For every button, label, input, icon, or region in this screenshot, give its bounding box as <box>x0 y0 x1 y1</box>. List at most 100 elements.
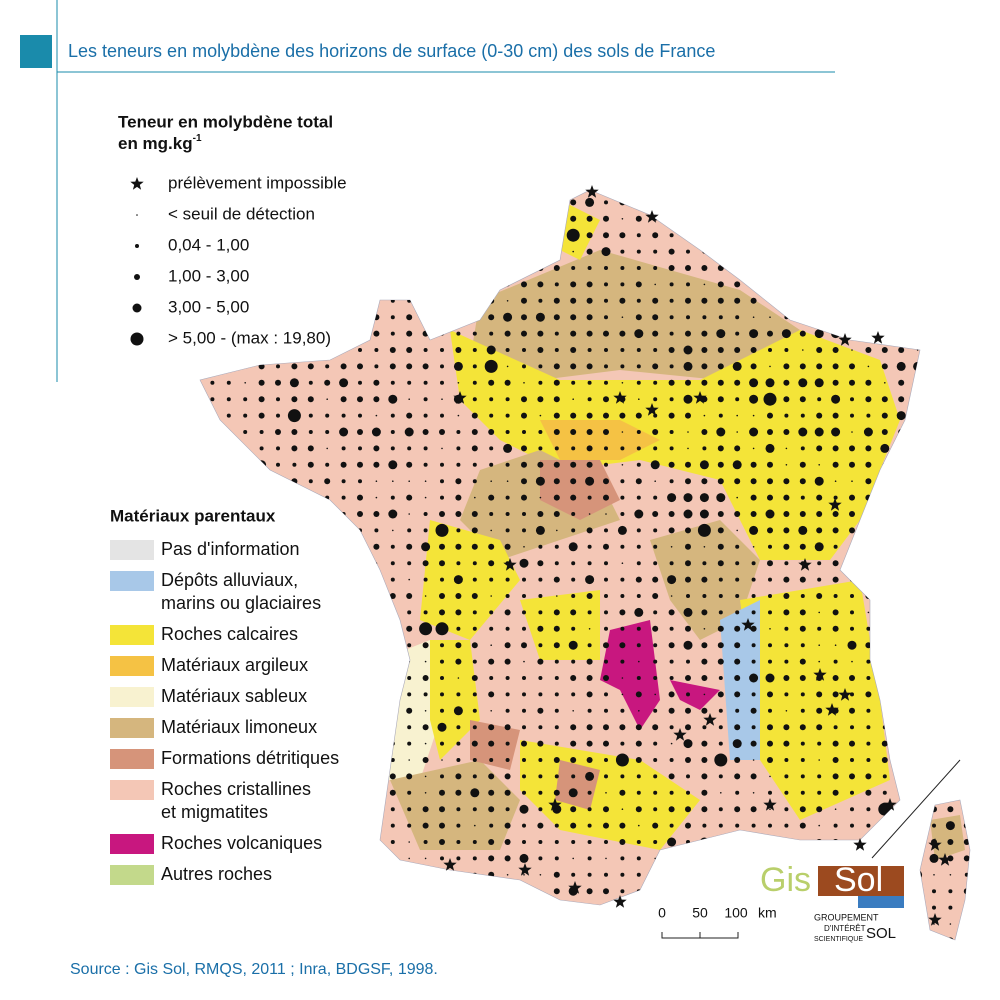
sample-point <box>669 823 674 828</box>
sample-point <box>798 525 808 535</box>
sample-point <box>881 396 888 403</box>
sample-point <box>422 806 429 813</box>
sample-point <box>275 675 281 681</box>
sample-point <box>390 840 395 844</box>
sample-point <box>455 314 462 321</box>
sample-point <box>406 412 413 419</box>
sample-point <box>440 462 444 467</box>
sample-point <box>947 445 954 452</box>
sample-point <box>325 741 330 746</box>
sample-point <box>635 281 642 288</box>
sample-point <box>882 216 887 221</box>
sample-point <box>490 529 493 532</box>
sample-point <box>964 807 969 812</box>
sample-point <box>358 938 362 940</box>
sample-point <box>800 790 805 795</box>
sample-point <box>867 841 870 843</box>
sample-point <box>636 233 641 238</box>
sample-point <box>570 740 577 747</box>
sample-point <box>603 904 609 911</box>
sample-point <box>882 790 887 795</box>
sample-point <box>211 316 214 319</box>
sample-point <box>768 938 772 940</box>
sample-point <box>276 249 280 254</box>
sample-point <box>734 199 741 206</box>
sample-point <box>275 707 281 714</box>
sample-point <box>472 380 477 385</box>
sample-point <box>408 759 411 761</box>
sample-point <box>636 266 641 270</box>
sample-point <box>668 379 675 386</box>
sample-point <box>732 361 742 371</box>
sample-point <box>783 527 790 534</box>
sample-point <box>832 757 839 763</box>
sample-point <box>472 659 477 664</box>
sample-point <box>932 741 936 746</box>
star <box>798 558 812 571</box>
sample-point <box>963 773 970 780</box>
sample-point <box>456 741 461 746</box>
sample-point <box>537 347 544 353</box>
sample-point <box>519 804 529 814</box>
sample-point <box>357 511 363 517</box>
sample-point <box>784 266 789 270</box>
sample-point <box>816 527 823 534</box>
sample-point <box>538 249 543 254</box>
legend-label: Roches cristallines <box>161 779 311 799</box>
sample-point <box>866 725 871 730</box>
sample-point <box>489 397 494 402</box>
sample-point <box>424 857 427 860</box>
sample-point <box>799 675 806 681</box>
sample-point <box>881 412 888 419</box>
sample-point <box>423 462 428 467</box>
sample-point <box>307 625 314 632</box>
sample-point <box>751 610 756 615</box>
sample-point <box>406 314 413 321</box>
sample-point <box>832 379 839 386</box>
sample-point <box>521 740 527 747</box>
sample-point <box>882 561 887 566</box>
sample-point <box>834 184 838 188</box>
sample-point <box>621 382 624 384</box>
sample-point <box>685 379 691 386</box>
sample-point <box>949 628 952 630</box>
sample-point <box>390 413 395 418</box>
sample-point <box>307 232 314 239</box>
sample-point <box>226 446 231 451</box>
sample-point <box>751 823 756 828</box>
sample-point <box>832 789 839 796</box>
sample-point <box>750 855 757 862</box>
sample-point <box>505 922 510 926</box>
sample-point <box>521 494 527 501</box>
sample-point <box>407 741 412 746</box>
sample-point <box>604 708 608 713</box>
sample-point <box>538 774 543 779</box>
sample-point <box>817 577 822 582</box>
sample-point <box>636 544 641 549</box>
sample-point <box>814 329 824 339</box>
sample-point <box>603 921 609 927</box>
sample-point <box>816 363 823 370</box>
sample-point <box>653 413 658 418</box>
sample-point <box>736 496 738 499</box>
sample-point <box>375 267 378 269</box>
sample-point <box>538 692 543 697</box>
sample-point <box>504 609 511 616</box>
sample-point <box>440 577 444 582</box>
sample-point <box>324 478 331 485</box>
sample-point <box>538 430 543 434</box>
sample-point <box>554 331 559 336</box>
sample-point <box>800 266 805 270</box>
sample-point <box>440 774 444 779</box>
sample-point <box>538 807 543 812</box>
sample-point <box>619 789 626 796</box>
sample-point <box>586 724 593 731</box>
sample-point <box>686 249 690 254</box>
sample-point <box>358 741 362 746</box>
sample-point <box>571 905 576 910</box>
sample-point <box>849 363 855 370</box>
sample-point <box>537 560 544 567</box>
sample-point <box>293 874 296 876</box>
sample-point <box>374 856 379 861</box>
sample-point <box>850 840 854 844</box>
